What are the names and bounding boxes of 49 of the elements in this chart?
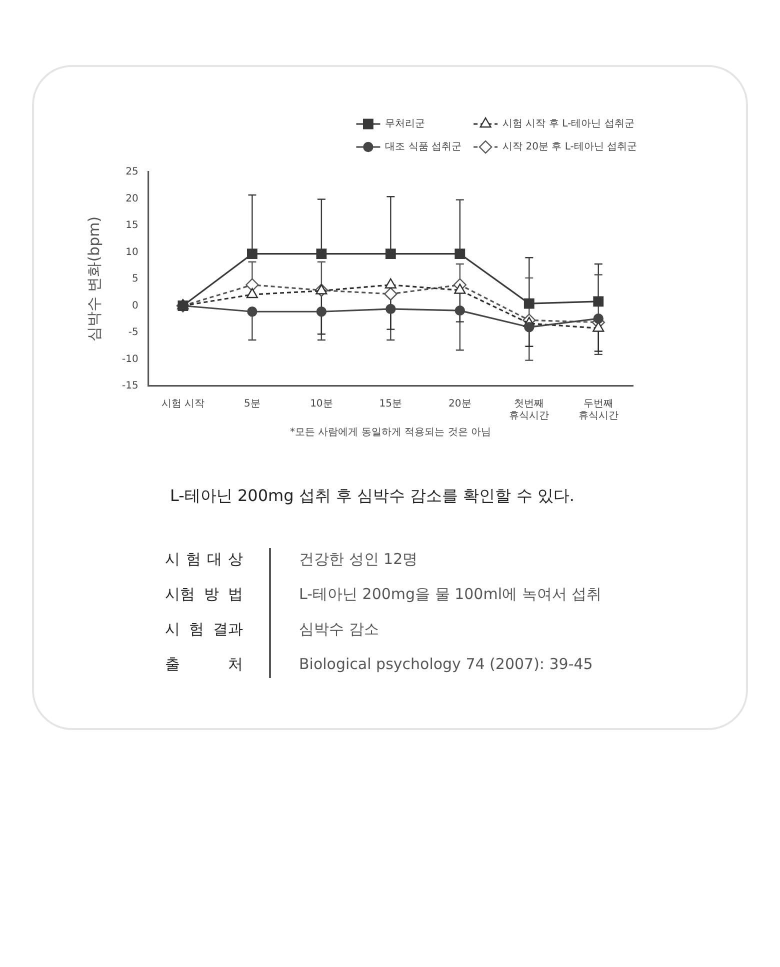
- x-tick-label: 20분: [448, 398, 472, 410]
- text: *모든 사람에게 동일하게 적용되는 것은 아님: [289, 426, 492, 439]
- point: [246, 278, 259, 292]
- y-tick-label: 5: [132, 274, 138, 285]
- x-tick-label: 시험 시작: [161, 398, 205, 410]
- y-axis-title: 심박수 변화(bpm): [84, 216, 103, 342]
- legend-label: 무처리군: [385, 118, 426, 130]
- point: [454, 284, 466, 294]
- y-tick-label: 25: [126, 166, 138, 178]
- point: [246, 248, 258, 260]
- point: [524, 298, 534, 309]
- point: [593, 313, 604, 324]
- point: [246, 288, 258, 298]
- legend-label: 대조 식품 섭취군: [385, 142, 462, 153]
- x-tick-label: 5분: [244, 398, 260, 410]
- point: [386, 304, 396, 314]
- y-tick-label: -5: [128, 327, 138, 338]
- text: 시험 방 법: [165, 585, 243, 604]
- x-tick-label: 15분: [379, 398, 402, 410]
- text: L-테아닌 200mg 섭취 후 심박수 감소를 확인할 수 있다.: [170, 486, 574, 507]
- point: [454, 305, 466, 316]
- y-tick-label: 0: [132, 300, 138, 312]
- text: Biological psychology 74 (2007): 39-45: [299, 655, 593, 673]
- point: [384, 287, 398, 301]
- text: 시 험 대 상: [165, 550, 243, 569]
- text: 심박수 감소: [299, 620, 379, 639]
- x-tick-label: 두번째 휴식시간: [578, 398, 618, 422]
- point: [454, 248, 466, 260]
- point: [316, 248, 327, 260]
- legend-label: 시험 시작 후 L-테아닌 섭취군: [502, 118, 634, 130]
- legend-label: 시작 20분 후 L-테아닌 섭취군: [502, 142, 638, 153]
- point: [316, 284, 328, 294]
- point: [384, 278, 396, 288]
- text: 시 험 결과: [165, 620, 243, 639]
- y-tick-label: -15: [122, 380, 138, 392]
- point: [524, 322, 534, 332]
- text: 건강한 성인 12명: [299, 550, 418, 569]
- x-tick-label: 첫번째 휴식시간: [509, 398, 550, 422]
- y-tick-label: -10: [122, 354, 138, 365]
- x-tick-label: 10분: [310, 398, 333, 410]
- y-tick-label: 20: [126, 193, 138, 204]
- y-tick-label: 15: [126, 220, 138, 232]
- text: 출 처: [165, 655, 243, 674]
- text: L-테아닌 200mg을 물 100ml에 녹여서 섭취: [299, 585, 602, 604]
- point: [385, 248, 396, 260]
- y-tick-label: 10: [126, 246, 138, 258]
- point: [316, 306, 327, 317]
- point: [593, 296, 604, 307]
- point: [247, 306, 258, 317]
